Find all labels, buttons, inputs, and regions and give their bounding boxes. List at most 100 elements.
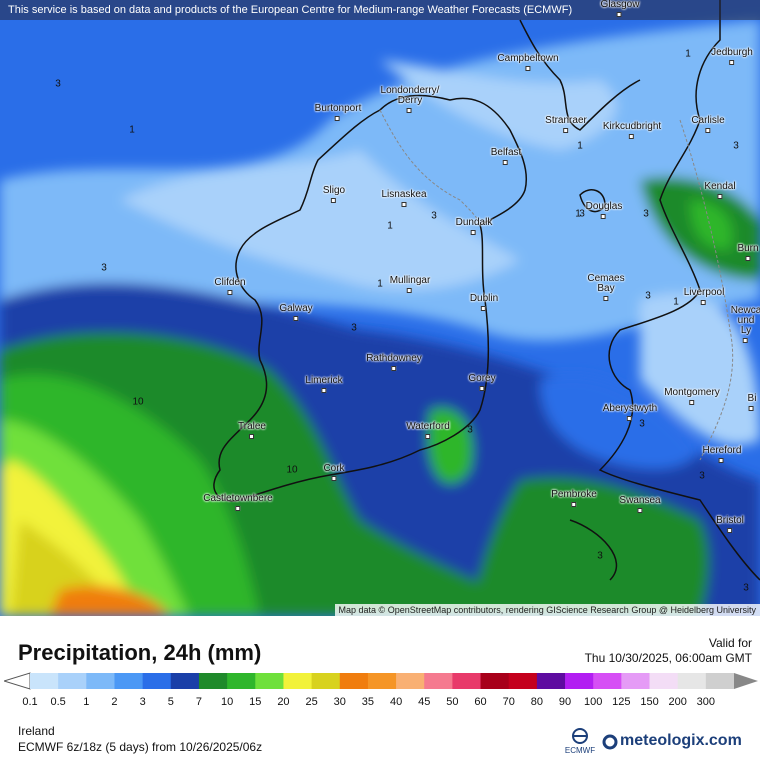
city-name: Stranraer xyxy=(545,115,587,126)
scale-swatch xyxy=(565,673,594,689)
city-label: Glasgow xyxy=(601,0,639,17)
city-label: Bristol xyxy=(716,515,744,533)
scale-tick-label: 0.1 xyxy=(22,696,38,708)
scale-tick-label: 50 xyxy=(446,696,459,708)
city-marker-icon xyxy=(292,316,298,321)
scale-swatch xyxy=(311,673,341,689)
city-marker-icon xyxy=(745,256,750,261)
contour-label: 1 xyxy=(673,296,679,308)
city-marker-icon xyxy=(570,502,576,507)
city-marker-icon xyxy=(334,116,340,121)
scale-swatch xyxy=(142,673,172,689)
city-marker-icon xyxy=(716,194,722,199)
scale-swatch xyxy=(367,673,397,689)
contour-label: 1 xyxy=(575,208,581,220)
city-name: Rathdowney xyxy=(366,353,422,364)
contour-label: 3 xyxy=(639,418,645,430)
scale-tick-label: 2 xyxy=(111,696,118,708)
city-name: Aberystwyth xyxy=(602,403,658,414)
city-marker-icon xyxy=(406,288,412,293)
contour-label: 3 xyxy=(733,140,739,152)
city-label: Lisnaskea xyxy=(381,190,427,207)
model-run: ECMWF 6z/18z (5 days) from 10/26/2025/06… xyxy=(18,740,263,754)
city-name: Burtonport xyxy=(314,103,362,114)
scale-tick-label: 0.5 xyxy=(50,696,66,708)
city-marker-icon xyxy=(226,290,232,295)
map-title: Precipitation, 24h (mm) xyxy=(18,640,262,665)
contour-label: 1 xyxy=(129,124,135,136)
map-canvas xyxy=(0,0,760,616)
scale-tick-label: 90 xyxy=(558,696,572,708)
meteologix-icon xyxy=(602,734,618,750)
valid-label: Valid for xyxy=(708,636,752,650)
city-name: Gorey xyxy=(468,373,496,384)
precipitation-map[interactable]: This service is based on data and produc… xyxy=(0,0,760,616)
scale-tick-label: 30 xyxy=(333,696,346,708)
city-label: Burn xyxy=(737,244,759,261)
contour-label: 3 xyxy=(743,582,749,594)
city-label: Swansea xyxy=(619,496,661,513)
city-marker-icon xyxy=(603,296,608,301)
city-label: Rathdowney xyxy=(366,353,422,371)
city-name: Bristol xyxy=(716,515,744,526)
scale-tick-label: 300 xyxy=(696,696,716,708)
city-name: Waterford xyxy=(406,421,450,432)
city-label: Bi xyxy=(748,394,756,411)
city-name: Douglas xyxy=(585,201,623,212)
scale-tick-label: 10 xyxy=(220,696,234,708)
contour-label: 3 xyxy=(351,322,357,334)
city-label: Carlisle xyxy=(691,116,725,133)
contour-label: 1 xyxy=(577,140,583,152)
city-label: Kendal xyxy=(704,182,736,199)
scale-swatch xyxy=(227,673,256,689)
scale-swatch xyxy=(30,673,59,689)
region-name: Ireland xyxy=(18,724,55,738)
contour-label: 3 xyxy=(55,78,61,90)
scale-swatch xyxy=(255,673,284,689)
contour-label: 10 xyxy=(286,464,298,476)
city-marker-icon xyxy=(705,128,710,133)
city-label: Douglas xyxy=(585,201,623,219)
scale-tick-label: 45 xyxy=(418,696,431,708)
city-name: Campbeltown xyxy=(497,53,559,64)
scale-tick-label: 1 xyxy=(83,696,90,708)
city-marker-icon xyxy=(726,528,732,533)
valid-time: Thu 10/30/2025, 06:00am GMT xyxy=(584,651,752,665)
brand-logo[interactable]: ECMWF meteologix.com xyxy=(562,728,752,758)
city-marker-icon xyxy=(617,12,622,17)
valid-time-block: Valid for Thu 10/30/2025, 06:00am GMT xyxy=(585,636,752,666)
city-marker-icon xyxy=(470,230,476,235)
city-marker-icon xyxy=(331,476,336,481)
scale-swatch xyxy=(649,673,679,689)
city-name: Belfast xyxy=(490,147,522,158)
scale-swatch xyxy=(480,673,510,689)
contour-label: 3 xyxy=(431,210,437,222)
city-label: Mullingar xyxy=(390,276,430,293)
city-name: Jedburgh xyxy=(711,47,753,58)
city-label: Castletownbere xyxy=(203,494,273,511)
map-attribution[interactable]: Map data © OpenStreetMap contributors, r… xyxy=(334,604,760,616)
city-label: Pembroke xyxy=(551,490,597,507)
contour-label: 3 xyxy=(101,262,107,274)
ecmwf-logo: ECMWF xyxy=(562,728,598,758)
city-label: Stranraer xyxy=(545,115,587,133)
city-label: Newca und Ly xyxy=(731,306,760,343)
scale-swatch xyxy=(58,673,87,689)
city-marker-icon xyxy=(742,338,748,343)
city-label: Belfast xyxy=(490,147,522,165)
contour-label: 10 xyxy=(132,396,144,408)
city-marker-icon xyxy=(407,108,412,113)
brand-text: meteologix.com xyxy=(620,732,742,749)
scale-swatch xyxy=(114,673,144,689)
city-label: Campbeltown xyxy=(497,53,559,71)
scale-tick-label: 15 xyxy=(249,696,262,708)
scale-right-arrow xyxy=(734,673,758,689)
city-marker-icon xyxy=(563,128,568,133)
city-label: Londonderry/ Derry xyxy=(381,86,439,113)
scale-tick-label: 70 xyxy=(502,696,515,708)
city-marker-icon xyxy=(478,386,484,391)
city-name: Liverpool xyxy=(683,287,725,298)
city-name: Hereford xyxy=(702,445,742,456)
city-marker-icon xyxy=(248,434,254,439)
scale-swatch xyxy=(170,673,200,689)
